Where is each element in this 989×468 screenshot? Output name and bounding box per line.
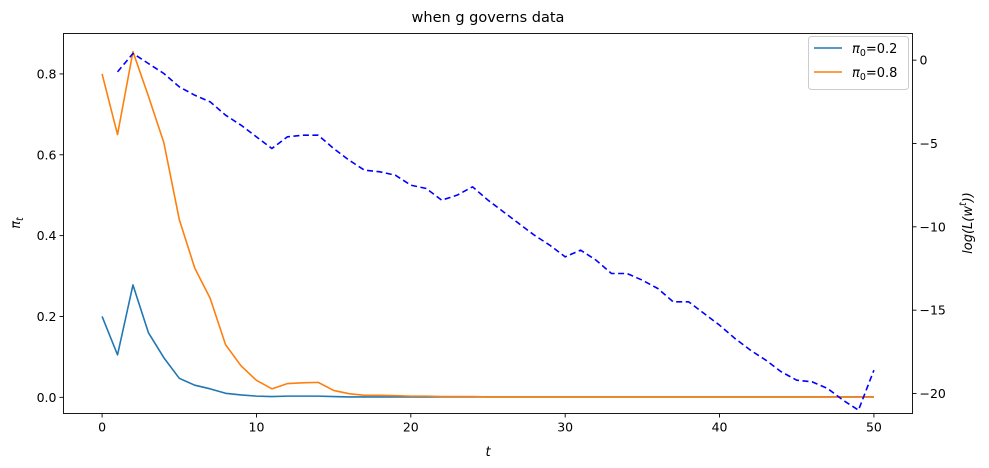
x-tick-label: 30 [557, 420, 573, 435]
series-line-2 [116, 52, 875, 411]
x-tick-label: 10 [249, 420, 265, 435]
y-right-tick-label: −10 [920, 219, 946, 234]
legend-box [808, 36, 909, 90]
chart-title: when g governs data [412, 10, 565, 26]
y-left-tick-label: 0.8 [37, 66, 57, 81]
series-line-1 [101, 50, 874, 398]
plot-frame [63, 33, 913, 414]
y-right-tick-label: −15 [920, 303, 946, 318]
x-tick-label: 20 [403, 420, 419, 435]
x-tick-label: 50 [866, 420, 882, 435]
legend: π0=0.2 π0=0.8 [808, 36, 909, 90]
series-layer [101, 50, 875, 411]
y-left-tick-label: 0.2 [37, 309, 57, 324]
x-tick-label: 0 [98, 420, 106, 435]
y-right-tick-label: −5 [920, 136, 938, 151]
x-axis-label: t [485, 445, 491, 460]
legend-label-pi0-0-8: π0=0.8 [852, 66, 897, 83]
y-right-axis-label: log(L(wt)) [958, 192, 976, 254]
y-left-tick-label: 0.4 [37, 228, 57, 243]
axes-layer: 0 10 20 30 40 50 0.0 0.2 0.4 0.6 0.8 0 −5 −10 −15 −20 [37, 53, 946, 435]
y-right-tick-label: −20 [920, 386, 946, 401]
y-right-tick-label: 0 [920, 53, 928, 68]
x-tick-label: 40 [712, 420, 728, 435]
legend-label-pi0-0-2: π0=0.2 [852, 42, 897, 59]
y-left-tick-label: 0.0 [37, 390, 57, 405]
y-left-tick-label: 0.6 [37, 147, 57, 162]
